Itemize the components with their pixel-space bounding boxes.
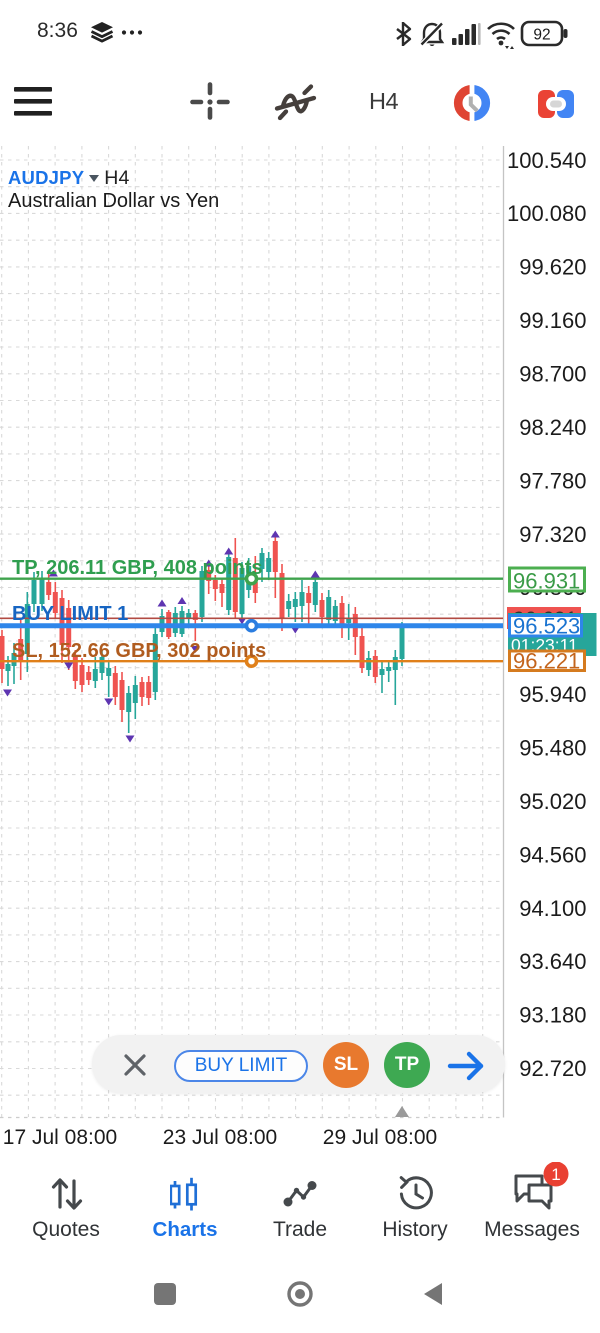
svg-text:100.080: 100.080	[507, 201, 587, 226]
svg-text:98.700: 98.700	[519, 362, 586, 387]
svg-text:98.240: 98.240	[519, 415, 586, 440]
svg-text:95.480: 95.480	[519, 736, 586, 761]
svg-text:94.100: 94.100	[519, 896, 586, 921]
svg-text:1: 1	[551, 1165, 560, 1184]
svg-text:95.940: 95.940	[519, 682, 586, 707]
svg-text:93.180: 93.180	[519, 1003, 586, 1028]
svg-text:99.160: 99.160	[519, 308, 586, 333]
svg-text:96.523: 96.523	[513, 614, 580, 639]
svg-text:95.020: 95.020	[519, 789, 586, 814]
svg-text:94.560: 94.560	[519, 842, 586, 867]
svg-text:97.780: 97.780	[519, 468, 586, 493]
svg-text:BUY LIMIT 1: BUY LIMIT 1	[12, 603, 128, 625]
svg-text:92.720: 92.720	[519, 1056, 586, 1081]
svg-text:TP, 206.11 GBP, 408 points: TP, 206.11 GBP, 408 points	[12, 557, 263, 579]
svg-text:96.221: 96.221	[513, 649, 580, 674]
svg-text:100.540: 100.540	[507, 148, 587, 173]
svg-text:SL, 152.66 GBP, 302 points: SL, 152.66 GBP, 302 points	[12, 640, 266, 662]
svg-text:17 Jul 08:00: 17 Jul 08:00	[3, 1126, 117, 1149]
svg-text:23 Jul 08:00: 23 Jul 08:00	[163, 1126, 277, 1149]
svg-text:96.931: 96.931	[513, 569, 580, 594]
svg-text:97.320: 97.320	[519, 522, 586, 547]
svg-text:92: 92	[533, 27, 550, 44]
svg-text:29 Jul 08:00: 29 Jul 08:00	[323, 1126, 437, 1149]
svg-text:93.640: 93.640	[519, 949, 586, 974]
svg-text:99.620: 99.620	[519, 255, 586, 280]
